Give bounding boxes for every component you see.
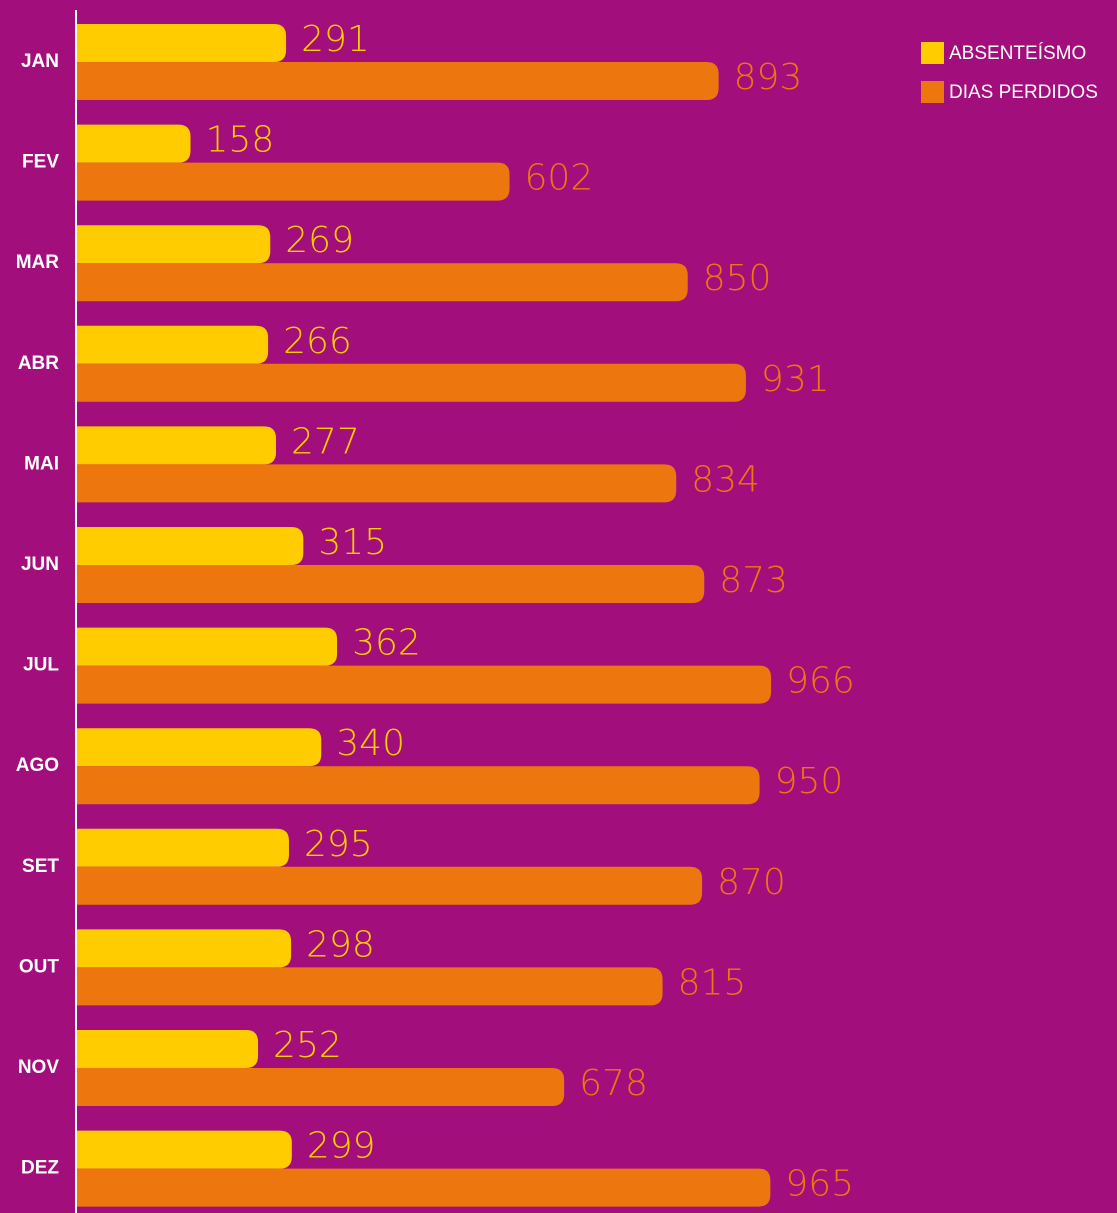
category-label: FEV <box>22 152 59 173</box>
bar <box>77 263 688 302</box>
value-label: 269 <box>285 220 354 261</box>
bar <box>77 124 191 163</box>
category-label: MAI <box>24 453 59 474</box>
value-label: 834 <box>691 459 760 500</box>
bar <box>77 866 703 905</box>
bar <box>77 929 292 968</box>
bar <box>77 1130 292 1169</box>
category-label: SET <box>22 856 59 877</box>
category-label: OUT <box>19 956 60 977</box>
bar <box>77 565 705 603</box>
value-label: 870 <box>717 862 786 903</box>
value-label: 931 <box>761 359 830 400</box>
value-label: 362 <box>352 623 421 664</box>
value-label: 893 <box>734 57 803 98</box>
bar <box>77 728 322 767</box>
value-label: 873 <box>719 560 788 601</box>
value-label: 266 <box>283 321 352 362</box>
value-label: 298 <box>306 924 375 965</box>
category-label: NOV <box>18 1057 60 1078</box>
legend-label: DIAS PERDIDOS <box>949 82 1098 103</box>
legend-label: ABSENTEÍSMO <box>949 43 1086 64</box>
category-label: DEZ <box>21 1158 59 1179</box>
value-label: 950 <box>775 761 844 802</box>
bar <box>77 967 663 1006</box>
category-label: JAN <box>21 51 59 72</box>
bar <box>77 162 510 201</box>
category-label: MAR <box>16 252 60 273</box>
value-label: 277 <box>291 421 360 462</box>
value-label: 678 <box>579 1063 648 1104</box>
value-label: 315 <box>318 522 387 563</box>
value-label: 299 <box>307 1126 376 1167</box>
category-label: ABR <box>18 353 59 374</box>
value-label: 291 <box>301 19 370 60</box>
value-label: 815 <box>678 962 747 1003</box>
bar <box>77 665 772 704</box>
bar <box>77 1030 259 1068</box>
bar <box>77 627 338 666</box>
legend-swatch <box>921 42 944 64</box>
bar <box>77 24 287 62</box>
value-label: 966 <box>786 661 855 702</box>
bar <box>77 766 760 805</box>
value-label: 602 <box>525 158 594 199</box>
bar <box>77 325 269 364</box>
value-label: 850 <box>703 258 772 299</box>
bar <box>77 828 289 867</box>
value-label: 295 <box>304 824 373 865</box>
category-label: JUN <box>21 554 59 575</box>
category-label: AGO <box>16 755 59 776</box>
value-label: 158 <box>206 120 275 161</box>
bar <box>77 62 719 100</box>
value-label: 340 <box>336 723 405 764</box>
legend-swatch <box>921 81 944 103</box>
value-label: 252 <box>273 1025 342 1066</box>
value-label: 965 <box>785 1164 854 1205</box>
bar <box>77 1168 771 1207</box>
bar <box>77 225 271 264</box>
bar <box>77 527 304 565</box>
bar <box>77 363 746 402</box>
category-label: JUL <box>23 655 59 676</box>
bar <box>77 464 677 503</box>
bar <box>77 426 277 465</box>
bar <box>77 1068 565 1106</box>
